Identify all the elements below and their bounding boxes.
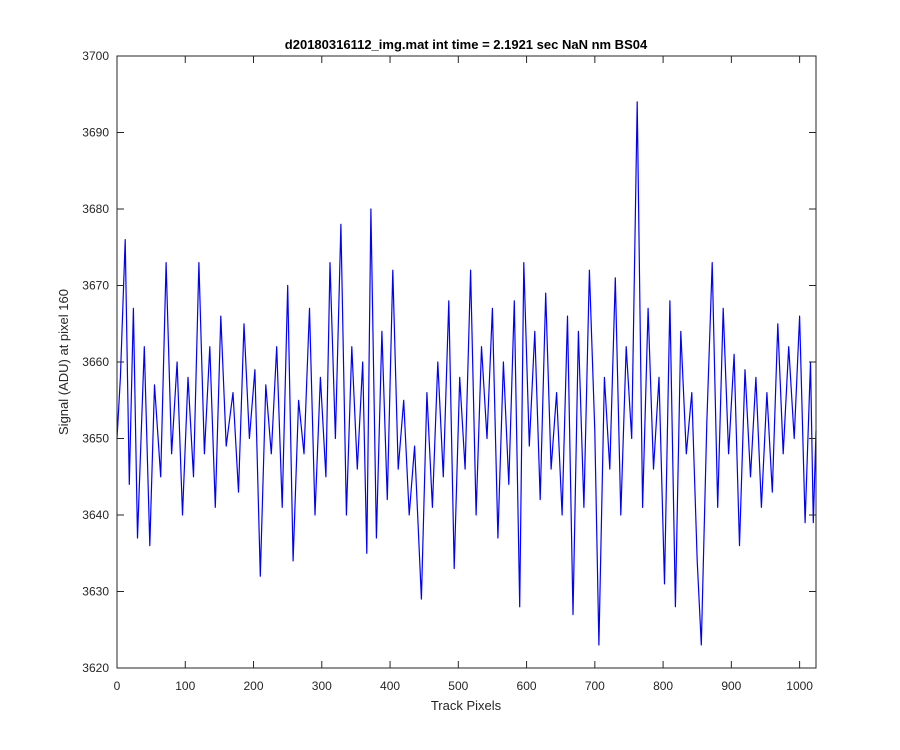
y-tick-label: 3620 [82,661,109,675]
y-tick-label: 3670 [82,279,109,293]
chart-title: d20180316112_img.mat int time = 2.1921 s… [285,37,648,52]
y-axis-ticks: 3620 3630 3640 3650 3660 3670 3680 3690 3700 [82,49,816,675]
x-tick-label: 500 [448,679,468,693]
x-tick-label: 900 [721,679,741,693]
y-tick-label: 3680 [82,202,109,216]
y-axis-label: Signal (ADU) at pixel 160 [56,289,71,435]
x-tick-label: 100 [175,679,195,693]
x-tick-label: 600 [517,679,537,693]
x-tick-label: 800 [653,679,673,693]
x-tick-label: 400 [380,679,400,693]
signal-series-line [116,101,817,646]
x-tick-label: 700 [585,679,605,693]
x-tick-label: 0 [114,679,121,693]
y-tick-label: 3700 [82,49,109,63]
y-tick-label: 3660 [82,355,109,369]
x-tick-label: 200 [244,679,264,693]
y-tick-label: 3690 [82,126,109,140]
y-tick-label: 3630 [82,585,109,599]
y-tick-label: 3650 [82,432,109,446]
x-tick-label: 300 [312,679,332,693]
plot-area [117,56,816,668]
x-axis-label: Track Pixels [431,698,502,713]
x-tick-label: 1000 [786,679,813,693]
x-axis-ticks: 0 100 200 300 400 500 600 700 800 900 1000 [114,56,813,693]
y-tick-label: 3640 [82,508,109,522]
